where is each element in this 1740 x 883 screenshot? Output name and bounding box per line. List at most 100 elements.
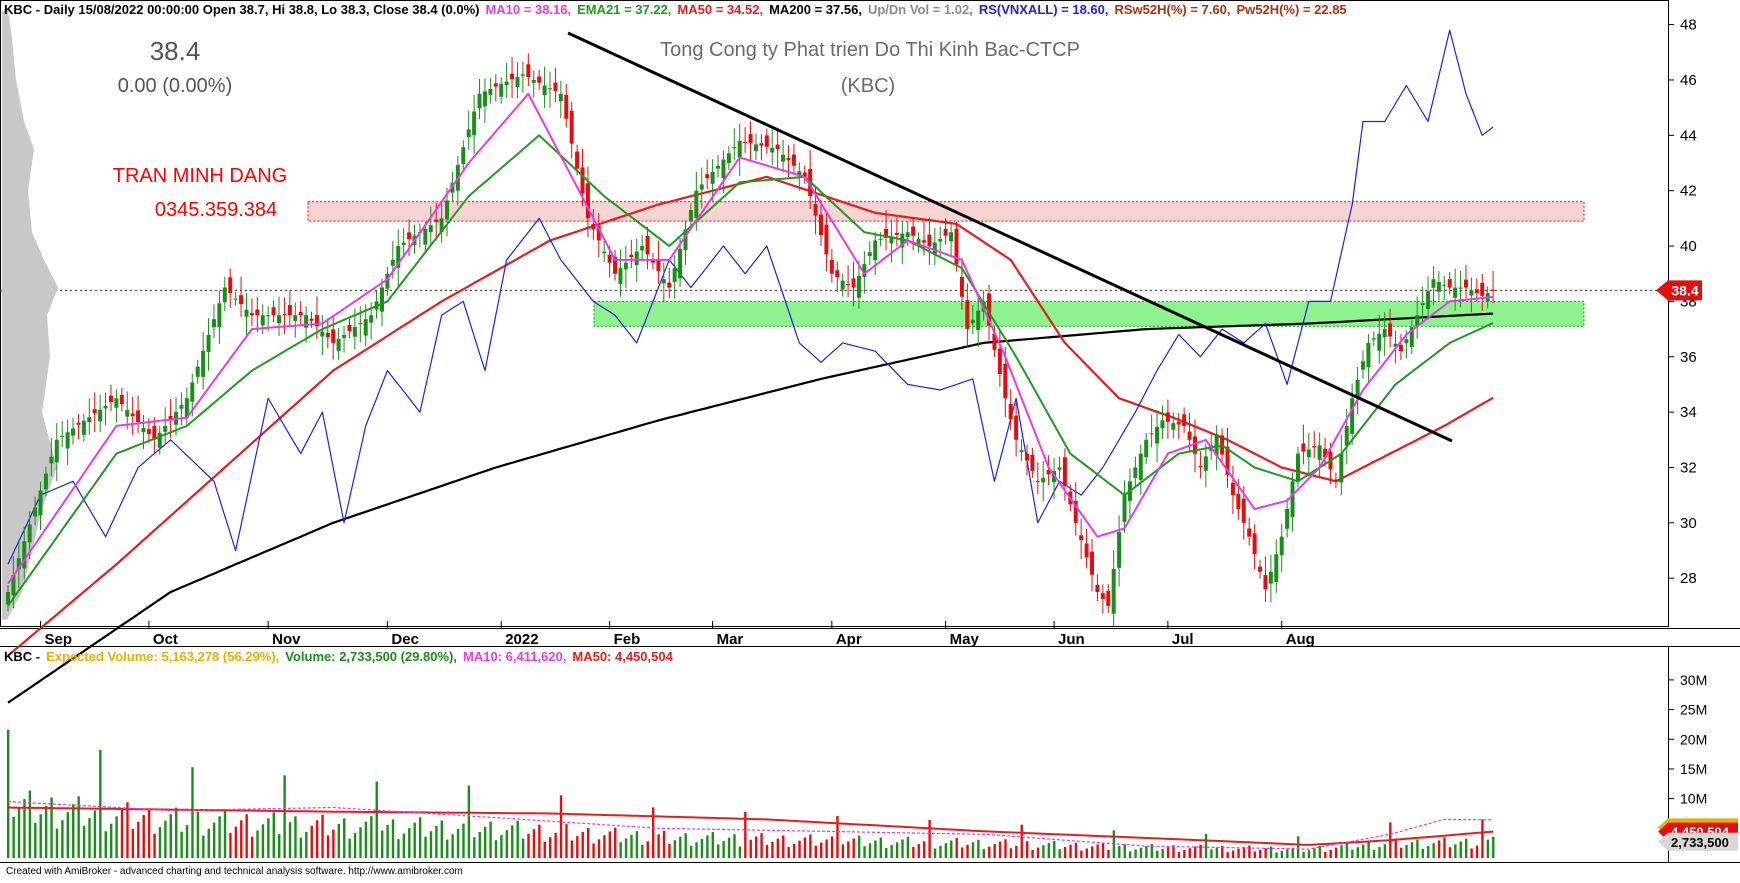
candle-body: [1339, 453, 1344, 483]
volume-bar: [765, 845, 769, 858]
volume-bar: [1475, 845, 1479, 858]
volume-bar: [635, 831, 639, 858]
candle-body: [743, 141, 748, 143]
volume-bar: [695, 842, 698, 858]
volume-bar: [402, 833, 406, 858]
volume-bar: [841, 844, 845, 858]
volume-bar: [912, 846, 915, 858]
price-tick-label: 30: [1680, 515, 1697, 532]
candle-body: [499, 84, 504, 97]
volume-bar: [288, 822, 292, 858]
candle-body: [537, 76, 542, 83]
candle-body: [1415, 315, 1420, 327]
volume-bar: [234, 826, 238, 858]
volume-bar: [1410, 842, 1414, 858]
volume-bar: [1069, 844, 1072, 858]
candle-body: [721, 159, 726, 179]
header-prefix: KBC - Daily 15/08/2022 00:00:00 Open 38.…: [4, 2, 480, 17]
candle-body: [1008, 403, 1013, 420]
volume-bar: [500, 835, 503, 858]
volume-bar: [684, 833, 687, 858]
candle-body: [992, 333, 997, 350]
candle-body: [130, 413, 135, 417]
volume-bar: [971, 842, 975, 858]
candle-body: [716, 165, 721, 169]
volume-bar: [1454, 844, 1457, 858]
volume-bar: [424, 836, 427, 858]
header-ma50: MA50 = 34.52,: [677, 2, 764, 17]
candle-body: [1447, 279, 1452, 288]
candle-body: [293, 315, 298, 321]
candle-body: [976, 310, 981, 331]
candle-body: [1409, 327, 1414, 348]
volume-bar: [61, 820, 64, 858]
volume-bar: [1259, 849, 1262, 858]
candle-body: [515, 76, 520, 88]
candle-body: [298, 311, 303, 316]
volume-bar: [825, 839, 828, 858]
volume-bar: [955, 837, 958, 858]
volume-bar: [787, 846, 790, 858]
volume-bar: [267, 818, 270, 858]
volume-bar: [711, 832, 714, 858]
volume-bar: [890, 845, 893, 858]
candle-body: [1355, 379, 1360, 398]
volume-bar: [895, 842, 899, 858]
candle-body: [531, 79, 536, 83]
candle-body: [179, 405, 184, 409]
volume-bar: [559, 795, 563, 858]
volume-bar: [1074, 842, 1078, 858]
candle-body: [1236, 494, 1241, 509]
candle-body: [542, 85, 547, 96]
candle-body: [970, 319, 975, 324]
price-box-change: 0.00 (0.00%): [118, 75, 233, 97]
candle-body: [320, 331, 325, 337]
volume-bar: [1166, 847, 1170, 858]
candle-body: [526, 64, 531, 78]
candle-body: [1073, 500, 1078, 523]
price-tick-label: 32: [1680, 459, 1697, 476]
candle-body: [732, 147, 737, 149]
price-tick-label: 34: [1680, 404, 1697, 421]
candle-body: [607, 254, 612, 263]
candle-body: [309, 318, 314, 321]
candle-body: [1144, 439, 1149, 458]
candle-body: [65, 432, 70, 449]
volume-tick-label: 20M: [1680, 731, 1707, 747]
candle-body: [878, 239, 883, 241]
volume-bar: [299, 837, 303, 858]
volume-bar: [814, 845, 817, 858]
candle-body: [613, 256, 618, 274]
volume-bar: [1237, 848, 1240, 858]
chart-title: Tong Cong ty Phat trien Do Thi Kinh Bac-…: [660, 39, 1080, 61]
candle-body: [141, 427, 146, 433]
trendline-layer: [567, 31, 1453, 443]
candle-body: [1491, 289, 1496, 291]
candle-body: [1426, 291, 1431, 309]
candle-body: [1171, 423, 1176, 430]
candle-body: [1187, 431, 1192, 440]
candle-body: [1133, 467, 1138, 478]
volume-bar: [1356, 847, 1359, 858]
candle-body: [840, 280, 845, 290]
candle-body: [22, 541, 27, 569]
candle-body: [1371, 338, 1376, 340]
volume-bar: [467, 785, 471, 858]
candle-body: [553, 82, 558, 92]
volume-bar: [1199, 844, 1202, 858]
candle-body: [1263, 575, 1268, 590]
candle-body: [1382, 329, 1387, 338]
volume-bar: [597, 839, 601, 858]
volume-bar: [1248, 845, 1251, 858]
candle-body: [136, 410, 141, 422]
candle-body: [1274, 554, 1279, 582]
volume-bar: [1340, 845, 1343, 858]
month-label: Apr: [836, 631, 862, 648]
candle-body: [1442, 284, 1447, 286]
volume-bar: [1015, 845, 1018, 858]
candle-body: [439, 218, 444, 233]
volume-bar: [99, 749, 102, 858]
candle-body: [781, 154, 786, 162]
candle-body: [1062, 457, 1067, 486]
volume-bar: [1161, 848, 1164, 858]
